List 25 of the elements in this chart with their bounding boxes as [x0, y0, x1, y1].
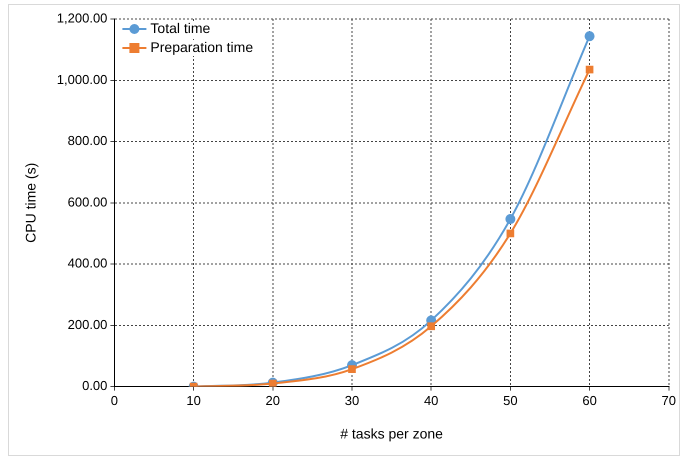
x-tick-label: 10 [186, 392, 201, 408]
y-tick-label: 800.00 [68, 133, 108, 148]
point [427, 322, 436, 330]
point [505, 214, 516, 224]
y-tick-label: 1,200.00 [56, 10, 108, 26]
point [584, 31, 595, 42]
y-axis-title: CPU time (s) [22, 162, 38, 243]
point [506, 230, 514, 238]
x-tick-label: 50 [503, 392, 518, 408]
y-tick-label: 1,000.00 [56, 72, 108, 87]
point [348, 365, 356, 373]
y-tick-label: 200.00 [68, 316, 108, 332]
x-tick-label: 20 [266, 392, 280, 408]
legend-label: Preparation time [150, 38, 254, 55]
point [586, 66, 594, 74]
x-tick-label: 40 [424, 392, 438, 408]
y-tick-label: 400.00 [68, 256, 108, 271]
x-tick-label: 60 [582, 392, 597, 408]
legend-label: Total time [150, 20, 211, 36]
x-tick-label: 70 [662, 392, 676, 408]
y-tick-label: 600.00 [68, 194, 108, 210]
x-tick-label: 0 [110, 392, 118, 408]
y-tick-label: 0.00 [82, 378, 108, 394]
x-tick-label: 30 [344, 392, 360, 408]
x-axis-title: # tasks per zone [340, 425, 444, 442]
